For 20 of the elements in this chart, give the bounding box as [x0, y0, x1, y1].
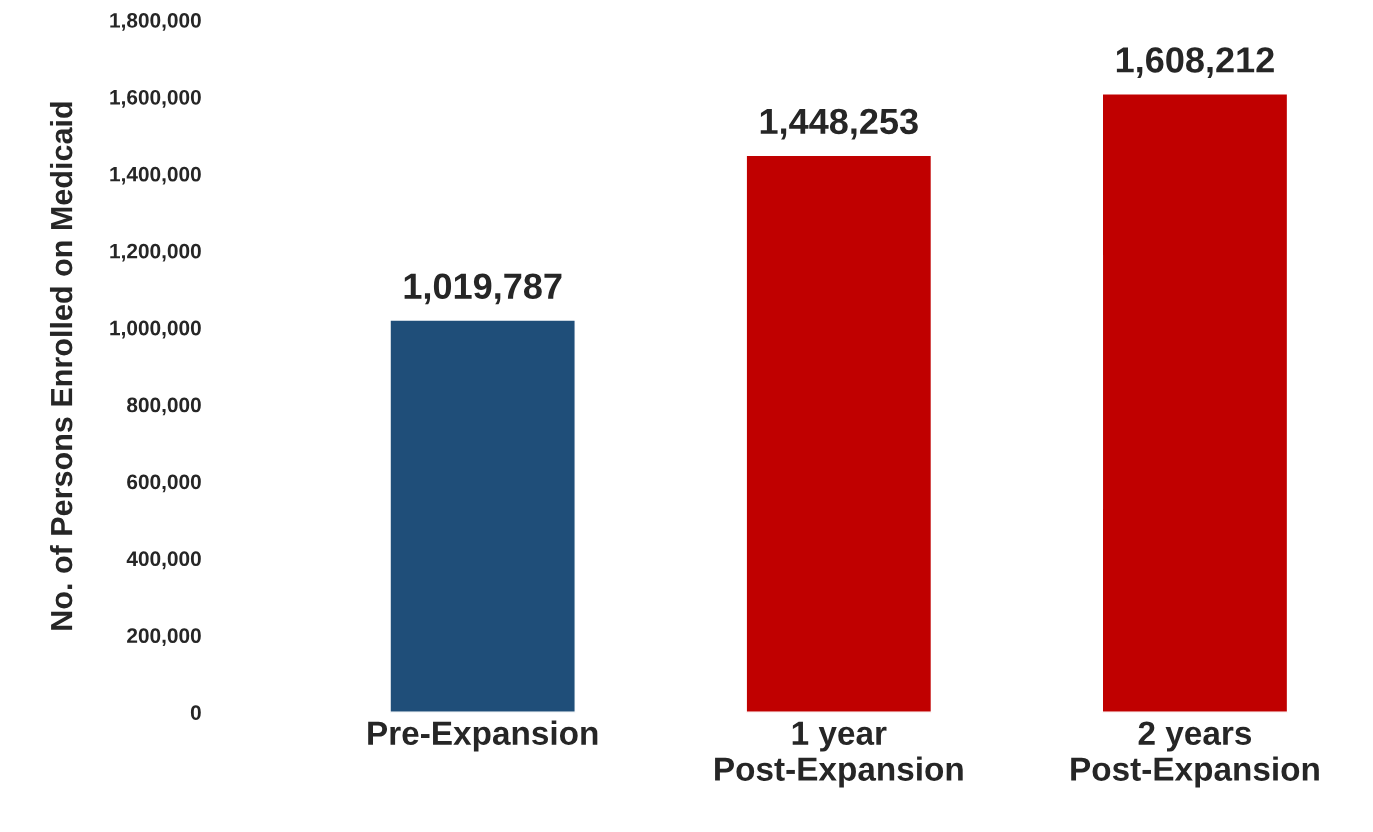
y-tick-label: 200,000 [127, 628, 201, 647]
bar [389, 319, 576, 713]
bar [1101, 93, 1289, 713]
y-axis-title: No. of Persons Enrolled on Medicaid [49, 102, 73, 630]
y-tick-label: 0 [190, 705, 201, 720]
x-tick-label: 1 year Post-Expansion [715, 721, 963, 788]
x-tick-label: 2 years Post-Expansion [1071, 721, 1319, 788]
x-tick-label: Pre-Expansion [368, 720, 598, 752]
y-tick-label: 1,600,000 [110, 89, 201, 108]
y-tick-label: 800,000 [127, 397, 201, 416]
y-tick-label: 600,000 [127, 474, 201, 493]
bar [745, 154, 933, 713]
y-tick-label: 1,000,000 [110, 320, 201, 339]
data-label: 1,608,212 [1116, 47, 1274, 78]
y-tick-label: 1,400,000 [110, 166, 201, 185]
data-label: 1,019,787 [404, 273, 562, 305]
y-tick-label: 1,200,000 [110, 243, 201, 262]
y-tick-label: 1,800,000 [110, 12, 201, 31]
data-label: 1,448,253 [760, 108, 918, 140]
y-tick-label: 400,000 [126, 551, 201, 570]
